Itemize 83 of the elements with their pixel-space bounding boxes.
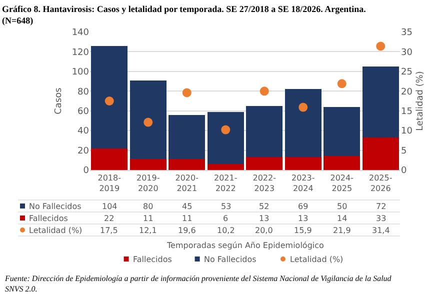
data-label: 17,5 xyxy=(100,226,118,235)
y-tick-label: 100 xyxy=(72,68,90,78)
point xyxy=(337,79,346,88)
bar xyxy=(362,66,399,138)
point xyxy=(298,102,308,112)
data-label: 31,4 xyxy=(372,226,390,235)
x-tick-label: 2019-2020 xyxy=(136,174,160,193)
bar xyxy=(284,157,322,170)
x-tick-label: 2021-2022 xyxy=(214,174,238,193)
data-label: 6 xyxy=(223,214,228,223)
text: No Fallecidos xyxy=(204,255,256,264)
bar xyxy=(246,106,283,158)
y2-tick-label: 20 xyxy=(401,87,413,98)
point xyxy=(260,86,269,96)
bar xyxy=(91,148,128,170)
y2-tick-label: 15 xyxy=(401,107,412,118)
x-tick-label: 2018-2019 xyxy=(98,174,122,193)
data-label: 12,1 xyxy=(139,226,157,235)
legend-label: Letalidad (%) xyxy=(29,226,82,235)
y-tick-label: 80 xyxy=(78,87,90,98)
y-tick-label: 60 xyxy=(78,107,90,118)
bar xyxy=(246,157,283,170)
x-tick-label: 2024-2025 xyxy=(330,174,354,193)
bar xyxy=(284,89,322,158)
bar xyxy=(324,156,360,170)
data-label: 10,2 xyxy=(217,226,235,235)
data-label: 13 xyxy=(298,214,308,223)
y-tick-label: 20 xyxy=(78,146,90,156)
point xyxy=(144,118,153,127)
data-label: 14 xyxy=(337,214,348,223)
data-label: 69 xyxy=(298,202,308,211)
text: Fallecidos xyxy=(133,255,172,264)
data-label: 45 xyxy=(182,202,192,211)
y2-tick-label: 30 xyxy=(401,48,413,58)
data-label: 72 xyxy=(376,202,386,211)
data-label: 50 xyxy=(337,202,348,211)
point xyxy=(221,125,230,134)
y2-tick-label: 35 xyxy=(401,28,412,38)
y-axis-title: Casos xyxy=(54,87,64,114)
y2-axis-title: Letalidad (%) xyxy=(416,71,426,131)
point xyxy=(376,42,386,51)
data-label: 52 xyxy=(259,202,270,211)
data-label: 80 xyxy=(143,202,154,211)
x-tick-label: 2023-2024 xyxy=(292,174,315,193)
legend-label: Fallecidos xyxy=(29,214,68,223)
text: Letalidad (%) xyxy=(290,255,344,264)
bar xyxy=(168,114,206,160)
data-label: 13 xyxy=(259,214,270,223)
bar xyxy=(168,159,206,170)
y-tick-label: 120 xyxy=(72,48,90,58)
data-label: 15,9 xyxy=(294,226,312,235)
legend-label: No Fallecidos xyxy=(29,202,82,211)
x-tick-label: 2025-2026 xyxy=(369,174,392,193)
y2-tick-label: 0 xyxy=(401,166,407,176)
bar xyxy=(324,106,360,156)
x-tick-label: 2020-2021 xyxy=(175,174,199,193)
data-label: 53 xyxy=(221,202,232,211)
y2-tick-label: 10 xyxy=(401,126,413,137)
y-tick-label: 40 xyxy=(78,126,90,137)
chart-title: Gráfico 8. Hantavirosis: Casos y letalidad por temporada. SE 27/2018 a SE 18/2026. Argentina. (N=648) xyxy=(2,4,366,26)
data-label: 104 xyxy=(102,202,118,211)
y2-tick-label: 5 xyxy=(401,146,407,156)
data-label: 11 xyxy=(182,214,192,223)
y-tick-label: 0 xyxy=(83,166,90,176)
bar xyxy=(91,46,128,148)
bar xyxy=(130,80,166,160)
bar xyxy=(130,159,166,170)
data-label: 22 xyxy=(104,214,114,223)
data-label: 11 xyxy=(143,214,154,223)
bar xyxy=(207,112,244,164)
bar xyxy=(362,137,399,170)
text: Temporadas según Año Epidemiológico xyxy=(166,241,324,250)
data-label: 21,9 xyxy=(333,226,351,235)
data-label: 19,6 xyxy=(178,226,196,235)
y2-tick-label: 25 xyxy=(401,68,412,78)
bar xyxy=(207,164,244,170)
point xyxy=(104,96,114,106)
y-tick-label: 140 xyxy=(72,28,90,38)
x-tick-label: 2022-2023 xyxy=(252,174,276,193)
point xyxy=(182,88,192,98)
data-label: 33 xyxy=(376,214,386,223)
source-note: Fuente: Dirección de Epidemiología a partir de información proveniente del Sistema Nacional de Vigilancia de la Salud SNVS 2.0. xyxy=(4,274,392,294)
data-label: 20,0 xyxy=(255,226,273,235)
